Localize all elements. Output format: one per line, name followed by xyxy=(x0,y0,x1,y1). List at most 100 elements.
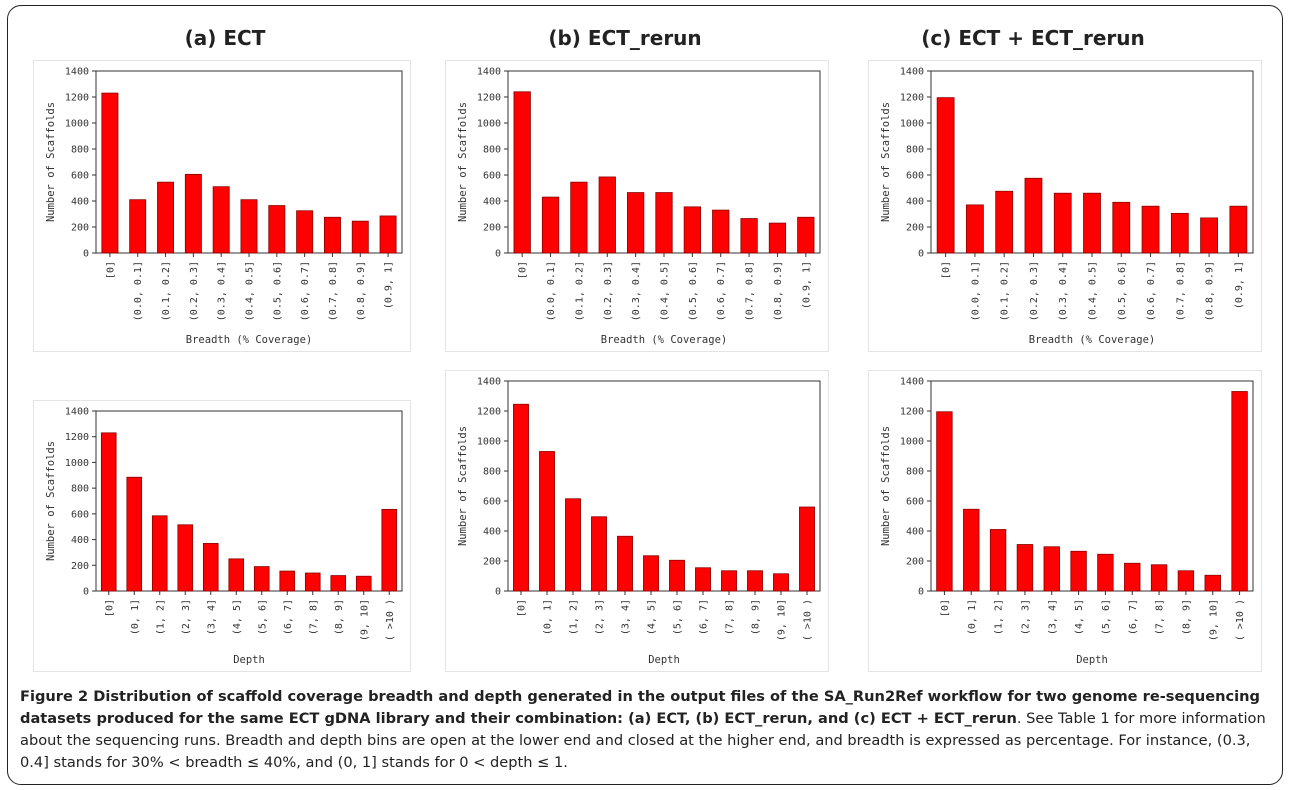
bar xyxy=(184,173,202,254)
bar xyxy=(541,196,560,254)
x-tick-label: (0.3, 0.4] xyxy=(217,261,228,321)
x-tick-label: [0] xyxy=(941,261,952,279)
x-tick-label: (7, 8] xyxy=(1155,599,1166,635)
bar xyxy=(228,558,245,592)
column-title-a: (a) ECT xyxy=(184,26,266,50)
x-tick-label: (7, 8] xyxy=(308,599,319,635)
bar xyxy=(1083,192,1101,254)
x-tick-label: [0] xyxy=(518,261,529,279)
y-tick-label: 1400 xyxy=(65,67,89,78)
y-tick-label: 200 xyxy=(906,223,924,234)
y-tick-label: 1200 xyxy=(900,93,924,104)
bar xyxy=(683,206,701,254)
bar xyxy=(126,476,143,592)
y-tick-label: 200 xyxy=(906,557,924,568)
y-tick-label: 1200 xyxy=(477,93,501,104)
bar xyxy=(721,570,737,592)
y-tick-label: 200 xyxy=(483,557,501,568)
plot-frame xyxy=(95,410,403,592)
bar xyxy=(565,498,581,592)
chart-svg: 0 200 400 600 800 1000 1200 1400 [0] (0, 1] (1, 2]… xyxy=(457,377,821,666)
y-tick-label: 400 xyxy=(71,535,89,546)
x-tick-label: (2, 3] xyxy=(595,599,606,635)
y-axis-label: Number of Scaffolds xyxy=(880,426,892,546)
x-tick-label: (0.9, 1] xyxy=(1234,261,1245,309)
bar xyxy=(1229,205,1248,254)
bar xyxy=(304,572,321,592)
bar xyxy=(202,543,219,592)
y-tick-label: 0 xyxy=(918,249,924,260)
y-tick-label: 800 xyxy=(71,484,89,495)
x-tick-label: (0, 1] xyxy=(130,599,141,635)
y-tick-label: 1000 xyxy=(65,119,89,130)
x-tick-label: (6, 7] xyxy=(1128,599,1139,635)
x-axis-label: Depth xyxy=(233,654,265,666)
y-tick-label: 1000 xyxy=(477,437,501,448)
bar xyxy=(966,204,984,254)
y-tick-label: 1000 xyxy=(900,437,924,448)
y-tick-label: 1400 xyxy=(477,377,501,388)
bar xyxy=(268,205,286,254)
bar xyxy=(655,192,673,254)
bar xyxy=(1177,570,1195,592)
bar xyxy=(513,91,531,254)
x-tick-label: (9, 10] xyxy=(1208,599,1219,641)
bar xyxy=(539,451,555,592)
bar xyxy=(591,516,607,592)
bar xyxy=(1200,217,1218,254)
y-tick-label: 400 xyxy=(483,197,501,208)
x-tick-label: [0] xyxy=(104,599,115,617)
y-tick-label: 1400 xyxy=(900,67,924,78)
x-tick-label: (9, 10] xyxy=(777,599,788,641)
x-tick-label: (1, 2] xyxy=(994,599,1005,635)
x-tick-label: (5, 6] xyxy=(257,599,268,635)
y-axis-label: Number of Scaffolds xyxy=(457,426,469,546)
y-tick-label: 800 xyxy=(906,145,924,156)
bar xyxy=(296,210,314,254)
bar xyxy=(330,575,347,592)
y-tick-label: 1000 xyxy=(65,458,89,469)
bar xyxy=(1231,391,1248,592)
bar xyxy=(669,559,685,592)
x-tick-label: (2, 3] xyxy=(1020,599,1031,635)
y-tick-label: 200 xyxy=(483,223,501,234)
bar xyxy=(712,209,730,254)
x-tick-label: (0.2, 0.3] xyxy=(189,261,200,321)
x-tick-label: (7, 8] xyxy=(725,599,736,635)
y-tick-label: 1200 xyxy=(65,432,89,443)
x-tick-label: (0.8, 0.9] xyxy=(1205,261,1216,321)
bar xyxy=(773,573,789,592)
y-tick-label: 400 xyxy=(483,527,501,538)
x-tick-label: ( >10 ) xyxy=(803,599,814,641)
x-tick-label: (5, 6] xyxy=(673,599,684,635)
x-tick-label: (0.8, 0.9] xyxy=(356,261,367,321)
x-tick-label: (0.4, 0.5] xyxy=(1088,261,1099,321)
bar xyxy=(695,567,711,592)
y-axis-label: Number of Scaffolds xyxy=(457,102,469,222)
bar xyxy=(157,181,175,254)
x-tick-label: (5, 6] xyxy=(1101,599,1112,635)
x-axis-label: Breadth (% Coverage) xyxy=(1029,334,1155,346)
y-tick-label: 400 xyxy=(906,527,924,538)
x-tick-label: (0.8, 0.9] xyxy=(773,261,784,321)
y-axis-label: Number of Scaffolds xyxy=(45,102,57,222)
bar xyxy=(627,192,645,254)
bar xyxy=(1112,201,1131,254)
chart-breadth-ect-combined: 0 200 400 600 800 1000 1200 1400 [0] (0.0, 0.1] (0… xyxy=(868,60,1262,352)
y-tick-label: 600 xyxy=(906,497,924,508)
y-tick-label: 0 xyxy=(495,249,501,260)
y-tick-label: 800 xyxy=(906,467,924,478)
bar xyxy=(995,190,1014,254)
x-tick-label: (0.5, 0.6] xyxy=(272,261,283,321)
bar xyxy=(351,220,369,254)
bar xyxy=(740,218,758,254)
bar xyxy=(101,92,119,254)
bar xyxy=(768,222,787,254)
x-tick-label: (2, 3] xyxy=(181,599,192,635)
y-tick-label: 1400 xyxy=(477,67,501,78)
bar xyxy=(381,508,398,592)
bar xyxy=(240,199,258,254)
plot-frame xyxy=(507,380,821,592)
x-tick-label: (0.0, 0.1] xyxy=(546,261,557,321)
bar xyxy=(379,215,397,254)
